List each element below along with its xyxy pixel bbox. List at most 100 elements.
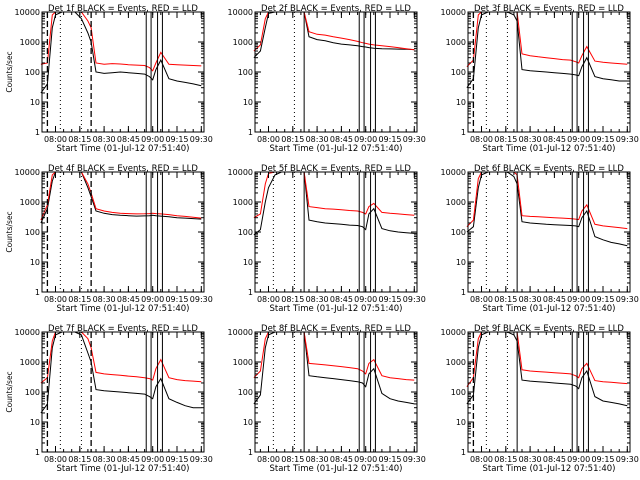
x-tick-label: 08:30 bbox=[519, 135, 542, 144]
y-tick-label: 10 bbox=[456, 98, 466, 107]
chart-panel: 1 10 100 1000 10000 08:00 08:15 08:30 08:45 09:00… bbox=[5, 4, 213, 154]
x-tick-label: 08:15 bbox=[68, 135, 91, 144]
x-tick-label: 08:00 bbox=[44, 455, 67, 464]
x-tick-label: 08:15 bbox=[494, 455, 517, 464]
x-tick-label: 09:30 bbox=[403, 135, 426, 144]
chart-title: Det 5f BLACK = Events, RED = LLD bbox=[261, 164, 411, 174]
x-axis-label: Start Time (01-Jul-12 07:51:40) bbox=[270, 464, 403, 474]
y-tick-label: 10000 bbox=[15, 168, 40, 177]
x-tick-label: 09:30 bbox=[190, 455, 213, 464]
x-tick-label: 08:00 bbox=[44, 295, 67, 304]
chart-title: Det 3f BLACK = Events, RED = LLD bbox=[474, 4, 624, 14]
x-tick-label: 09:00 bbox=[567, 455, 590, 464]
x-tick-label: 08:15 bbox=[494, 135, 517, 144]
y-tick-label: 10 bbox=[243, 418, 253, 427]
chart-title: Det 7f BLACK = Events, RED = LLD bbox=[48, 324, 198, 334]
x-tick-label: 08:15 bbox=[281, 295, 304, 304]
x-tick-label: 08:15 bbox=[281, 135, 304, 144]
y-tick-label: 1000 bbox=[233, 38, 253, 47]
x-axis-label: Start Time (01-Jul-12 07:51:40) bbox=[483, 304, 616, 314]
chart-title: Det 6f BLACK = Events, RED = LLD bbox=[474, 164, 624, 174]
chart-panel: 1 10 100 1000 10000 08:00 08:15 08:30 08:45 09:00… bbox=[228, 4, 426, 154]
x-tick-label: 08:15 bbox=[68, 455, 91, 464]
x-tick-label: 09:30 bbox=[403, 455, 426, 464]
x-tick-label: 08:15 bbox=[68, 295, 91, 304]
y-tick-label: 100 bbox=[25, 388, 40, 397]
x-tick-label: 08:30 bbox=[93, 455, 116, 464]
x-tick-label: 09:15 bbox=[165, 135, 188, 144]
x-axis-label: Start Time (01-Jul-12 07:51:40) bbox=[270, 144, 403, 154]
x-tick-label: 08:45 bbox=[117, 295, 140, 304]
chart-panel: 1 10 100 1000 10000 08:00 08:15 08:30 08:45 09:00… bbox=[5, 324, 213, 474]
y-tick-label: 1000 bbox=[20, 198, 40, 207]
x-tick-label: 09:30 bbox=[403, 295, 426, 304]
y-tick-label: 1000 bbox=[20, 358, 40, 367]
x-tick-label: 09:00 bbox=[567, 295, 590, 304]
y-tick-label: 1 bbox=[248, 448, 253, 457]
x-tick-label: 09:00 bbox=[141, 295, 164, 304]
y-tick-label: 1000 bbox=[233, 198, 253, 207]
x-axis-label: Start Time (01-Jul-12 07:51:40) bbox=[483, 464, 616, 474]
y-tick-label: 100 bbox=[451, 68, 466, 77]
x-tick-label: 08:30 bbox=[519, 455, 542, 464]
y-tick-label: 100 bbox=[238, 388, 253, 397]
x-axis-label: Start Time (01-Jul-12 07:51:40) bbox=[57, 144, 190, 154]
y-tick-label: 100 bbox=[451, 228, 466, 237]
y-tick-label: 1 bbox=[248, 288, 253, 297]
x-tick-label: 08:00 bbox=[470, 295, 493, 304]
x-tick-label: 08:15 bbox=[494, 295, 517, 304]
x-tick-label: 08:45 bbox=[117, 455, 140, 464]
x-tick-label: 09:15 bbox=[591, 295, 614, 304]
chart-title: Det 2f BLACK = Events, RED = LLD bbox=[261, 4, 411, 14]
y-tick-label: 10 bbox=[243, 98, 253, 107]
x-tick-label: 09:30 bbox=[190, 135, 213, 144]
y-tick-label: 1 bbox=[461, 448, 466, 457]
x-tick-label: 09:15 bbox=[591, 455, 614, 464]
x-tick-label: 09:15 bbox=[378, 455, 401, 464]
chart-title: Det 9f BLACK = Events, RED = LLD bbox=[474, 324, 624, 334]
chart-panel: 1 10 100 1000 10000 08:00 08:15 08:30 08:45 09:00… bbox=[441, 4, 639, 154]
y-tick-label: 1000 bbox=[20, 38, 40, 47]
x-tick-label: 09:15 bbox=[378, 135, 401, 144]
chart-panel: 1 10 100 1000 10000 08:00 08:15 08:30 08:45 09:00… bbox=[441, 324, 639, 474]
y-tick-label: 1 bbox=[35, 288, 40, 297]
x-tick-label: 08:00 bbox=[257, 295, 280, 304]
x-tick-label: 09:00 bbox=[567, 135, 590, 144]
x-tick-label: 09:30 bbox=[616, 455, 639, 464]
y-axis-label: Counts/sec bbox=[5, 371, 14, 412]
x-axis-label: Start Time (01-Jul-12 07:51:40) bbox=[270, 304, 403, 314]
y-tick-label: 1 bbox=[35, 448, 40, 457]
x-tick-label: 08:00 bbox=[44, 135, 67, 144]
x-tick-label: 08:30 bbox=[306, 295, 329, 304]
y-tick-label: 100 bbox=[238, 228, 253, 237]
x-tick-label: 08:15 bbox=[281, 455, 304, 464]
chart-panel: 1 10 100 1000 10000 08:00 08:15 08:30 08:45 09:00… bbox=[441, 164, 639, 314]
y-tick-label: 10 bbox=[30, 98, 40, 107]
x-tick-label: 08:30 bbox=[93, 295, 116, 304]
chart-title: Det 4f BLACK = Events, RED = LLD bbox=[48, 164, 198, 174]
x-tick-label: 09:15 bbox=[165, 295, 188, 304]
x-tick-label: 08:30 bbox=[93, 135, 116, 144]
x-tick-label: 08:00 bbox=[257, 455, 280, 464]
y-tick-label: 1 bbox=[248, 128, 253, 137]
y-tick-label: 10000 bbox=[228, 328, 253, 337]
y-tick-label: 10 bbox=[30, 418, 40, 427]
y-tick-label: 1000 bbox=[446, 38, 466, 47]
y-tick-label: 10000 bbox=[441, 168, 466, 177]
x-tick-label: 08:45 bbox=[543, 295, 566, 304]
y-tick-label: 10 bbox=[30, 258, 40, 267]
x-tick-label: 08:00 bbox=[257, 135, 280, 144]
y-tick-label: 10000 bbox=[441, 328, 466, 337]
x-tick-label: 09:00 bbox=[141, 455, 164, 464]
y-tick-label: 10000 bbox=[228, 8, 253, 17]
x-tick-label: 08:30 bbox=[306, 135, 329, 144]
y-axis-label: Counts/sec bbox=[5, 211, 14, 252]
chart-panel: 1 10 100 1000 10000 08:00 08:15 08:30 08:45 09:00… bbox=[228, 324, 426, 474]
y-tick-label: 100 bbox=[451, 388, 466, 397]
y-tick-label: 10000 bbox=[228, 168, 253, 177]
series-events-line bbox=[253, 171, 415, 236]
chart-title: Det 8f BLACK = Events, RED = LLD bbox=[261, 324, 411, 334]
chart-panel: 1 10 100 1000 10000 08:00 08:15 08:30 08:45 09:00… bbox=[5, 164, 213, 314]
x-tick-label: 08:45 bbox=[117, 135, 140, 144]
